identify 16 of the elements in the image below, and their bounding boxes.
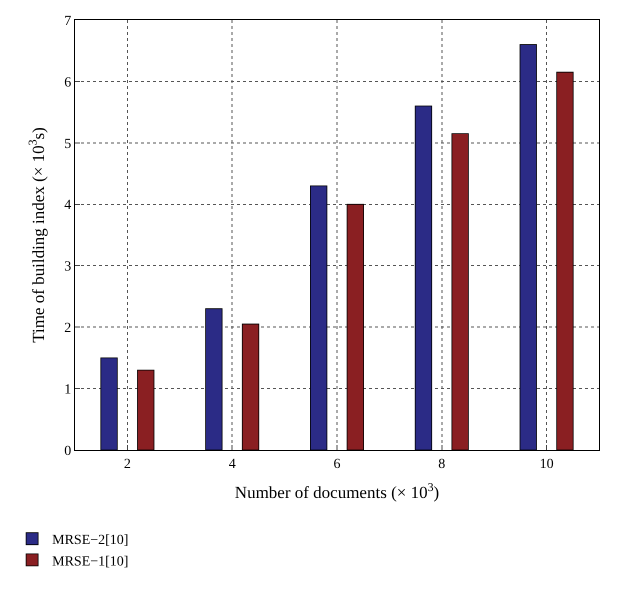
y-tick-label: 4 — [64, 198, 72, 214]
x-axis-title: Number of documents (× 10$^{3}$) — [234, 480, 440, 502]
x-tick-label: 4 — [228, 456, 236, 472]
y-tick-label: 6 — [64, 75, 72, 90]
legend-label: MRSE−1[10] — [52, 554, 128, 570]
x-tick-label: 2 — [124, 456, 131, 472]
x-tick-label: 10 — [540, 456, 554, 472]
y-tick-label: 0 — [64, 444, 72, 459]
legend-label: MRSE−2[10] — [52, 533, 128, 548]
y-tick-label: 1 — [64, 382, 72, 398]
y-tick-label: 2 — [64, 321, 72, 336]
y-tick-label: 3 — [64, 260, 72, 275]
x-tick-label: 6 — [334, 456, 340, 472]
x-tick-label: 8 — [438, 456, 446, 472]
y-tick-label: 7 — [64, 14, 72, 29]
y-tick-label: 5 — [64, 136, 72, 152]
